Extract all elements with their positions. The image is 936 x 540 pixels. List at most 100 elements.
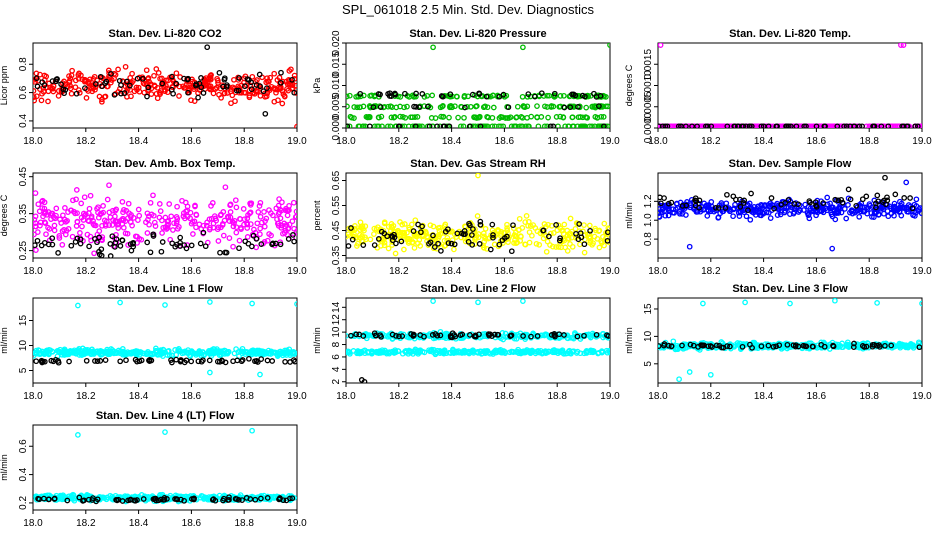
data-point-overlay [98,246,105,253]
data-point-lower [382,347,388,354]
data-point-main [890,205,897,212]
y-axis-label: ml/min [624,202,634,229]
data-point-main [586,222,593,229]
data-point-main [91,250,97,257]
data-point-overlay [871,123,878,128]
data-point-main [67,82,73,89]
data-point-overlay [107,241,114,247]
data-point-overlay [748,123,755,128]
data-point-overlay [477,221,484,228]
data-point-main [73,187,80,193]
data-point-main [207,224,213,231]
data-point-overlay [722,205,729,211]
data-point-main [36,351,43,358]
data-point-main [845,202,851,208]
data-point-overlay [158,496,164,503]
data-point-overlay [92,236,98,242]
data-point-main [59,241,66,248]
data-point-overlay [713,342,720,349]
data-point-overlay [489,221,496,228]
data-point-main [551,94,558,100]
data-point-overlay [505,104,512,111]
data-point-main [375,123,382,128]
data-point-main [291,349,297,356]
data-point-main [665,212,672,219]
data-point-overlay [81,497,87,504]
data-point-overlay [713,204,719,211]
data-point-lower [417,347,424,354]
data-point-overlay [375,91,382,97]
data-point-overlay [574,333,581,340]
data-point-main [159,230,165,236]
data-point-overlay [581,332,587,339]
data-point-overlay [147,249,154,256]
data-point-overlay [740,200,747,206]
data-point-main [441,223,448,230]
data-point-main [824,194,831,201]
data-point-main [144,350,150,357]
data-point-main [43,349,50,356]
y-axis-label: kPa [312,78,322,94]
data-point-main [286,207,292,214]
y-tick-label: 0.0005 [643,91,654,122]
data-point-main [33,93,40,100]
data-point-main [592,114,599,120]
data-point-overlay [246,355,252,362]
data-point-overlay [863,193,870,200]
data-point-main [759,205,765,212]
data-point-overlay [118,90,124,97]
data-point-overlay [431,244,438,250]
data-point-main [554,227,561,234]
panel-title: Stan. Dev. Amb. Box Temp. [95,158,236,170]
data-point-upper [513,335,520,342]
data-point-main [206,494,212,500]
data-point-main [156,89,163,96]
data-point-main [45,98,51,105]
x-tick-label: 18.4 [129,136,149,147]
y-tick-label: 0.6 [18,85,29,99]
data-point-main [262,218,268,224]
data-point-overlay [520,333,526,339]
data-point-overlay [496,241,503,248]
y-axis-label: percent [312,200,322,231]
data-point-overlay [371,242,378,248]
data-point-overlay [54,76,60,82]
data-point-lower [369,350,376,356]
data-point-outlier [832,298,838,304]
data-point-overlay [76,494,83,501]
data-point-main [33,353,37,359]
data-point-main [246,92,253,99]
data-point-main [224,90,231,96]
data-point-main [543,248,550,255]
x-tick-label: 18.2 [701,391,721,402]
data-point-overlay [758,123,765,128]
data-point-main [53,205,60,212]
x-tick-label: 19.0 [912,266,932,277]
data-point-overlay [748,190,754,197]
data-point-overlay [132,356,139,363]
data-point-main [69,233,76,240]
data-point-main [779,198,786,205]
data-point-main [277,86,284,92]
data-point-main [346,233,349,240]
data-point-overlay [839,199,846,206]
data-point-overlay [181,497,187,504]
data-point-overlay [534,333,541,339]
data-point-overlay [459,331,466,338]
data-point-main [210,220,217,227]
data-point-overlay [841,123,847,128]
data-point-overlay [377,104,384,110]
data-point-overlay [885,123,892,128]
data-point-main [115,225,122,231]
data-point-lower [543,349,550,356]
data-point-main [581,249,588,256]
data-point-main [74,210,80,216]
data-point-lower [589,347,596,354]
data-point-overlay [783,123,790,128]
data-point-main [385,103,392,110]
data-point-main [112,207,119,214]
x-tick-label: 18.8 [859,266,879,277]
data-point-main [351,104,358,110]
data-point-overlay [782,200,788,206]
y-tick-label: 0.000 [331,115,342,140]
